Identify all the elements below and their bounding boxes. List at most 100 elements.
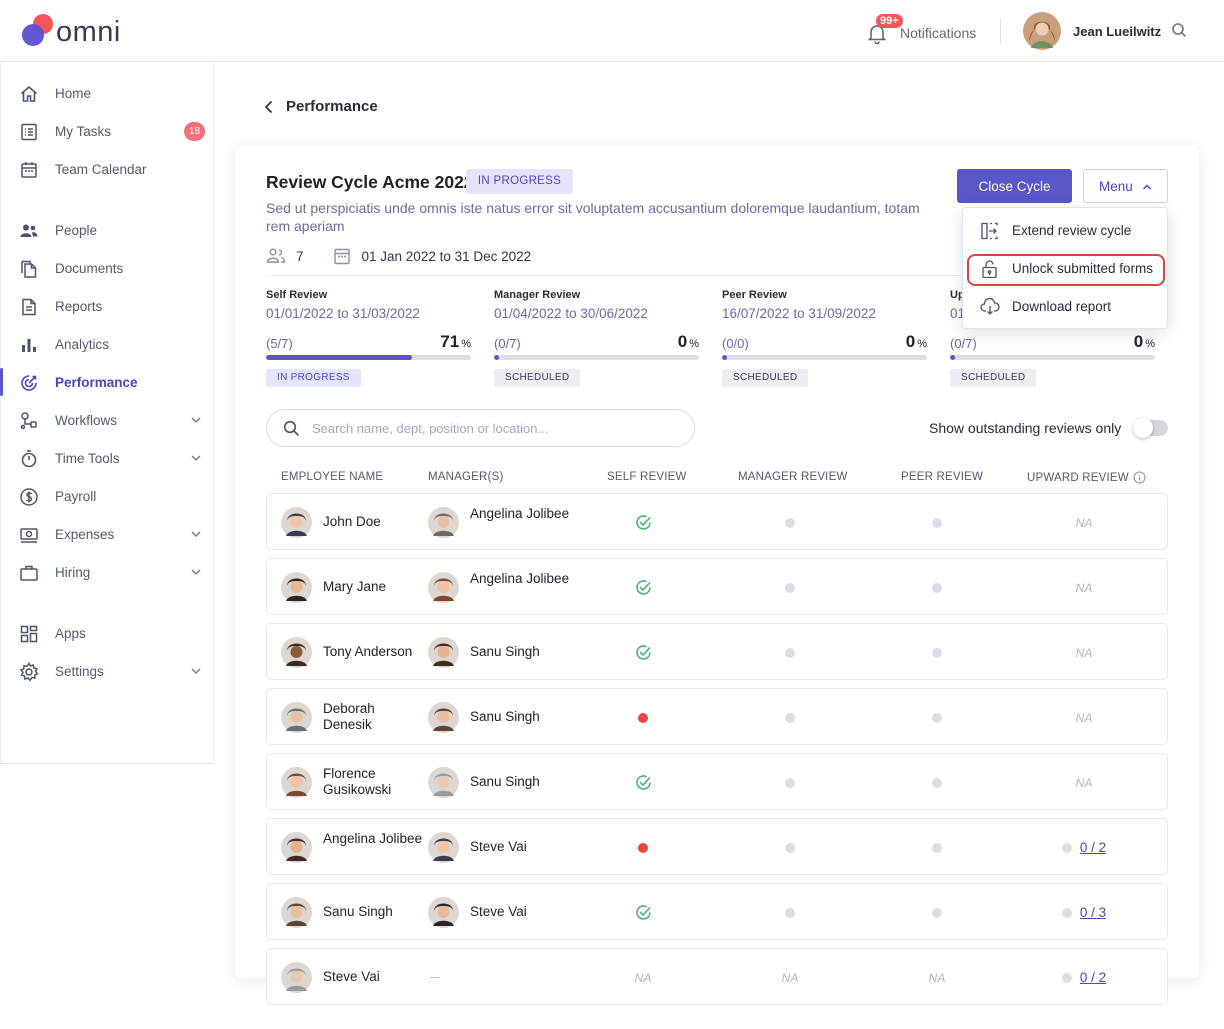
notifications-button[interactable]: 99+ Notifications (866, 14, 976, 48)
sidebar-item-documents[interactable]: Documents (1, 250, 214, 286)
sidebar-item-analytics[interactable]: Analytics (1, 326, 214, 362)
sidebar-item-team-calendar[interactable]: Team Calendar (1, 151, 214, 187)
employee-name[interactable]: Tony Anderson (323, 644, 413, 659)
employee-name[interactable]: John Doe (323, 514, 381, 529)
manager-name[interactable]: Steve Vai (470, 839, 527, 854)
outstanding-reviews-toggle[interactable] (1133, 418, 1168, 438)
sidebar-item-my-tasks[interactable]: My Tasks 18 (1, 113, 214, 149)
people-icon (20, 224, 38, 237)
manager-name[interactable]: Steve Vai (470, 904, 527, 919)
pending-indicator (785, 517, 795, 528)
overdue-indicator (638, 842, 648, 853)
table-row[interactable]: Deborah Denesik Sanu Singh NA (266, 688, 1168, 745)
phase-progress: (0/0) 0% (722, 330, 927, 352)
table-row[interactable]: Mary Jane Angelina Jolibee NA (266, 558, 1168, 615)
chevron-down-icon[interactable] (190, 452, 202, 464)
manager-name[interactable]: Angelina Jolibee (470, 506, 570, 521)
pending-indicator (785, 647, 795, 658)
search-input[interactable] (312, 418, 682, 438)
employee-name[interactable]: Steve Vai (323, 969, 380, 984)
check-circle-icon (635, 515, 651, 530)
manager-name[interactable]: Sanu Singh (470, 709, 540, 724)
table-row[interactable]: Florence Gusikowski Sanu Singh NA (266, 753, 1168, 810)
upward-review-count[interactable]: 0 / 3 (1079, 905, 1107, 920)
column-header-peer-review: PEER REVIEW (901, 471, 984, 483)
sidebar-item-people[interactable]: People (1, 212, 214, 248)
pending-indicator (785, 712, 795, 723)
sidebar-item-home[interactable]: Home (1, 75, 214, 111)
chevron-down-icon[interactable] (190, 414, 202, 426)
manager-name[interactable]: Angelina Jolibee (470, 571, 570, 586)
pending-indicator (785, 582, 795, 593)
table-row[interactable]: Steve Vai NA NA NA 0 / 2 (266, 948, 1168, 1005)
info-icon[interactable] (1133, 471, 1146, 484)
na-label: NA (781, 970, 799, 985)
table-row[interactable]: Tony Anderson Sanu Singh NA (266, 623, 1168, 680)
sidebar-item-label: My Tasks (55, 124, 112, 139)
phase-count: (5/7) (266, 336, 293, 351)
menu-item-unlock-submitted-forms[interactable]: Unlock submitted forms (963, 253, 1169, 286)
check-circle-icon (635, 905, 651, 920)
pending-indicator (1061, 972, 1072, 983)
close-cycle-button[interactable]: Close Cycle (957, 169, 1072, 203)
phase-dates: 01/01/2022 to 31/03/2022 (266, 306, 420, 321)
menu-item-download-report[interactable]: Download report (963, 291, 1169, 323)
manager-review-cell: NA (740, 949, 840, 1006)
employee-avatar (281, 767, 312, 798)
upward-review-link[interactable]: 0 / 3 (1061, 905, 1107, 920)
upward-review-count[interactable]: 0 / 2 (1079, 970, 1107, 985)
sidebar-item-payroll[interactable]: Payroll (1, 478, 214, 514)
sidebar-item-expenses[interactable]: Expenses (1, 516, 214, 552)
sidebar-item-label: Workflows (55, 413, 118, 428)
sidebar-item-performance[interactable]: Performance (0, 364, 214, 400)
sidebar-item-label: Expenses (55, 527, 115, 542)
chevron-down-icon[interactable] (190, 566, 202, 578)
column-header-self-review: SELF REVIEW (607, 471, 687, 483)
table-row[interactable]: Angelina Jolibee Steve Vai 0 / 2 (266, 818, 1168, 875)
upward-review-cell: 0 / 2 (1034, 819, 1134, 876)
back-link[interactable]: Performance (264, 98, 378, 115)
manager-name[interactable]: Sanu Singh (470, 774, 540, 789)
menu-item-extend-review-cycle[interactable]: Extend review cycle (963, 215, 1169, 247)
pending-indicator (932, 907, 942, 918)
sidebar-item-workflows[interactable]: Workflows (1, 402, 214, 438)
header-divider (266, 275, 1168, 276)
self-review-cell (593, 754, 693, 811)
check-circle-icon (635, 645, 651, 660)
top-bar: omni 99+ Notifications Jean Lueilwitz (0, 0, 1224, 62)
search-icon[interactable] (1171, 22, 1187, 38)
manager-review-cell (740, 689, 840, 746)
employee-name[interactable]: Florence Gusikowski (323, 766, 392, 797)
phase-status-tag: IN PROGRESS (266, 369, 361, 387)
chevron-down-icon[interactable] (190, 528, 202, 540)
omni-logo[interactable]: omni (22, 14, 132, 48)
search-icon (283, 420, 300, 437)
phase-count: (0/7) (494, 336, 521, 351)
upward-review-count[interactable]: 0 / 2 (1079, 840, 1107, 855)
manager-name[interactable]: Sanu Singh (470, 644, 540, 659)
pending-indicator (1061, 907, 1072, 918)
sidebar-item-settings[interactable]: Settings (1, 653, 214, 689)
sidebar-item-reports[interactable]: Reports (1, 288, 214, 324)
employee-name[interactable]: Deborah Denesik (323, 701, 375, 732)
manager-review-cell (740, 884, 840, 941)
employee-name[interactable]: Sanu Singh (323, 904, 393, 919)
self-review-cell (593, 559, 693, 616)
menu-button-label: Menu (1099, 178, 1133, 194)
table-row[interactable]: John Doe Angelina Jolibee NA (266, 493, 1168, 550)
upward-review-link[interactable]: 0 / 2 (1061, 970, 1107, 985)
table-row[interactable]: Sanu Singh Steve Vai 0 / 3 (266, 883, 1168, 940)
sidebar-item-time-tools[interactable]: Time Tools (1, 440, 214, 476)
phase-peer-review: Peer Review 16/07/2022 to 31/09/2022 (0/… (722, 289, 927, 387)
menu-button[interactable]: Menu (1083, 169, 1168, 203)
sidebar-item-hiring[interactable]: Hiring (1, 554, 214, 590)
chevron-down-icon[interactable] (190, 665, 202, 677)
sidebar-item-label: Performance (55, 375, 138, 390)
employee-name[interactable]: Angelina Jolibee (323, 831, 423, 846)
tasks-count-badge: 18 (184, 122, 205, 141)
upward-review-link[interactable]: 0 / 2 (1061, 840, 1107, 855)
sidebar-item-apps[interactable]: Apps (1, 615, 214, 651)
user-menu[interactable]: Jean Lueilwitz (1023, 12, 1161, 50)
employee-name[interactable]: Mary Jane (323, 579, 387, 594)
employee-avatar (281, 897, 312, 928)
